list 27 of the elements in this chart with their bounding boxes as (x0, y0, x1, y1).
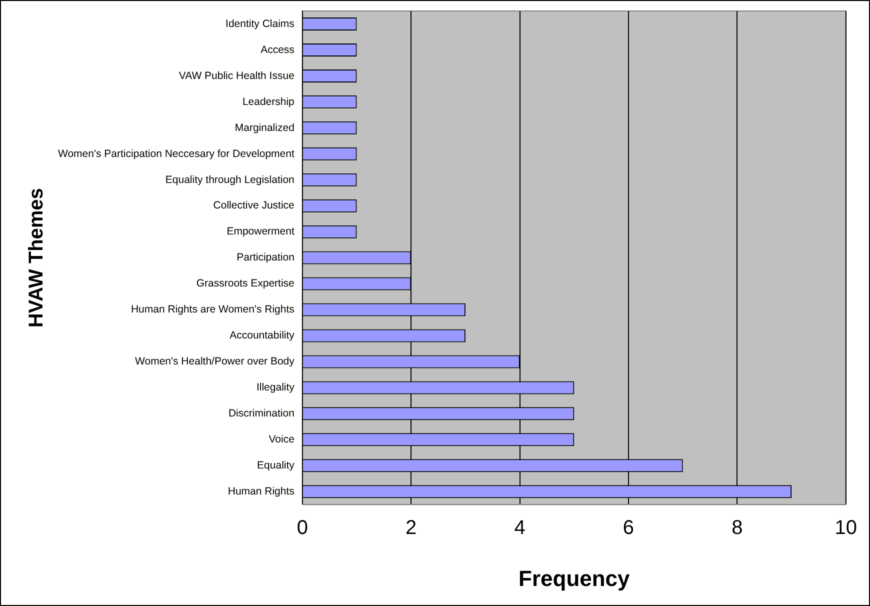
y-axis-title: HVAW Themes (26, 188, 48, 328)
y-tick-label: Human Rights (228, 486, 294, 498)
y-tick-label: Illegality (256, 382, 296, 394)
x-tick-label: 6 (622, 517, 634, 540)
y-tick-label: VAW Public Health Issue (178, 70, 295, 82)
y-tick-label: Discrimination (228, 408, 295, 420)
y-tick-label: Grassroots Expertise (196, 278, 295, 290)
y-tick-label: Leadership (242, 96, 295, 108)
y-tick-label: Marginalized (234, 122, 295, 134)
x-tick-label: 4 (514, 517, 526, 540)
y-tick-label: Empowerment (226, 226, 294, 238)
y-tick-label: Accountability (230, 330, 296, 342)
y-tick-label: Women's Participation Neccesary for Development (58, 148, 294, 160)
y-tick-label: Participation (236, 252, 295, 264)
y-tick-label: Human Rights are Women's Rights (130, 304, 294, 316)
x-tick-label: 10 (834, 517, 857, 540)
y-tick-label: Voice (268, 434, 295, 446)
y-tick-label: Equality through Legislation (165, 174, 295, 186)
y-tick-label: Equality (257, 460, 296, 472)
x-tick-label: 0 (296, 517, 308, 540)
y-tick-label: Collective Justice (213, 200, 295, 212)
y-tick-label: Access (260, 44, 294, 56)
x-tick-label: 2 (406, 517, 417, 540)
y-tick-label: Identity Claims (226, 18, 294, 30)
x-tick-label: 8 (732, 517, 743, 540)
y-tick-label: Women's Health/Power over Body (135, 356, 296, 368)
x-axis-title: Frequency (518, 566, 631, 591)
